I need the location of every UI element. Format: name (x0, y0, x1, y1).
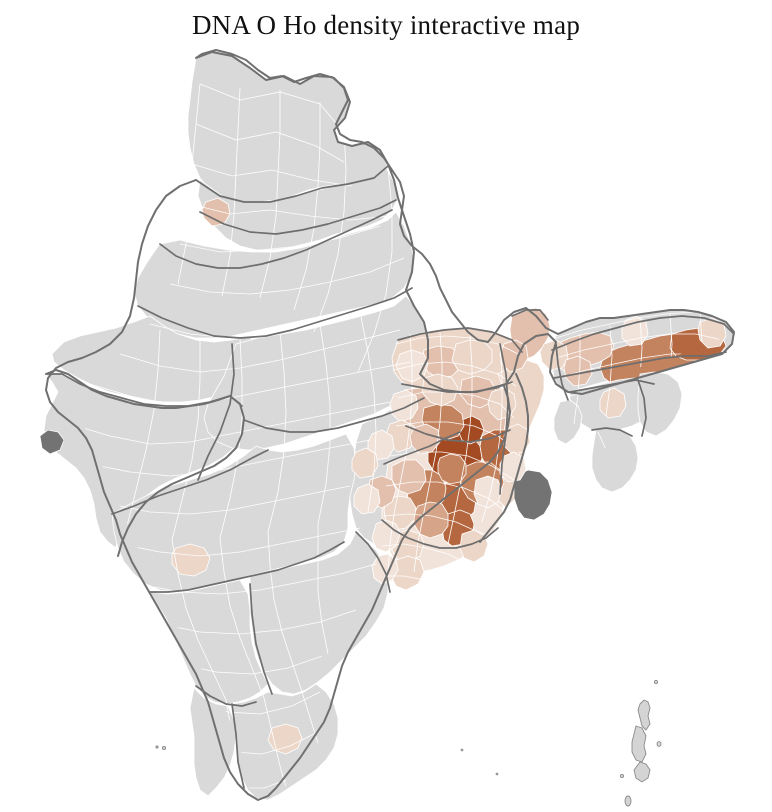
andaman-island[interactable] (637, 699, 651, 731)
hotspot-district[interactable] (367, 429, 395, 461)
district-region[interactable] (203, 295, 429, 451)
district-border-mesh (69, 83, 723, 799)
district-region[interactable] (187, 51, 389, 203)
district-region[interactable] (553, 399, 583, 445)
hotspot-district[interactable] (499, 451, 527, 483)
island-layer[interactable] (161, 679, 662, 812)
country-outline-layer (45, 49, 735, 801)
lakshadweep-dot[interactable] (161, 745, 167, 751)
hotspot-district[interactable] (371, 553, 399, 585)
island-dot[interactable] (653, 679, 659, 685)
hotspot-district[interactable] (563, 355, 593, 387)
andaman-island[interactable] (633, 761, 651, 783)
district-region[interactable] (591, 427, 639, 493)
hotspot-district[interactable] (267, 723, 303, 755)
hotspot-layer[interactable] (171, 197, 727, 755)
page-title: DNA O Ho density interactive map (191, 10, 581, 40)
hotspot-district[interactable] (351, 447, 379, 479)
india-choropleth-map[interactable] (0, 44, 772, 812)
district-region[interactable] (249, 531, 389, 695)
district-region[interactable] (189, 687, 237, 797)
hotspot-district[interactable] (451, 339, 493, 375)
nicobar-island[interactable] (624, 795, 632, 807)
hotspot-district[interactable] (697, 317, 727, 349)
misc-island-dots (155, 745, 499, 776)
hotspot-district[interactable] (473, 475, 503, 509)
no-data-region[interactable] (513, 469, 553, 521)
no-data-region[interactable] (39, 429, 65, 455)
hotspot-district[interactable] (391, 459, 427, 495)
andaman-island[interactable] (631, 725, 647, 763)
island-dot[interactable] (656, 741, 662, 747)
map-svg[interactable] (0, 44, 772, 812)
hotspot-district[interactable] (539, 339, 569, 371)
hotspot-district[interactable] (353, 483, 381, 515)
district-region[interactable] (637, 371, 683, 437)
hotspot-district[interactable] (437, 453, 467, 485)
hotspot-district[interactable] (371, 519, 401, 553)
state-border-layer (45, 165, 735, 789)
island-dot[interactable] (619, 773, 625, 779)
hotspot-district[interactable] (171, 543, 211, 577)
